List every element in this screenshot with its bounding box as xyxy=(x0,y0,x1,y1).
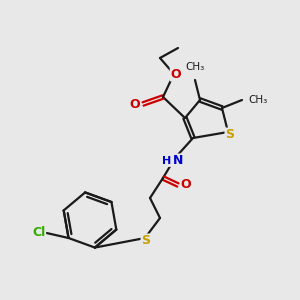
Text: CH₃: CH₃ xyxy=(248,95,267,105)
Text: Cl: Cl xyxy=(32,226,45,239)
Text: N: N xyxy=(173,154,183,167)
Text: O: O xyxy=(130,98,140,110)
Text: S: S xyxy=(226,128,235,142)
Text: S: S xyxy=(142,235,151,248)
Text: O: O xyxy=(171,68,181,80)
Text: CH₃: CH₃ xyxy=(185,62,205,72)
Text: H: H xyxy=(162,156,172,166)
Text: O: O xyxy=(181,178,191,191)
